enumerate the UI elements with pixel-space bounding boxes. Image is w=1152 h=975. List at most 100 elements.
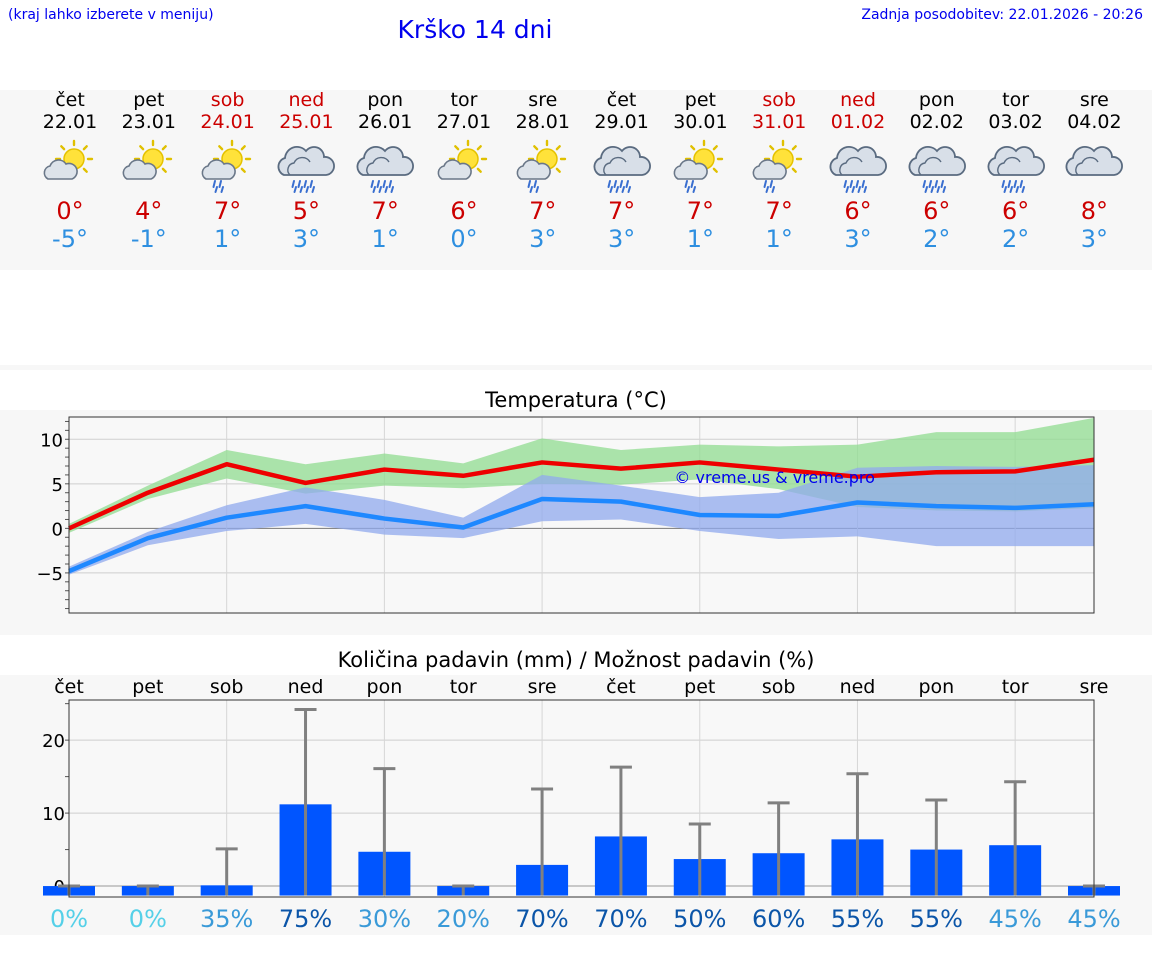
- y-tick-label: 10: [42, 804, 65, 825]
- sun-cloud-icon: [109, 133, 189, 197]
- day-date: 23.01: [121, 111, 176, 133]
- day-date: 22.01: [42, 111, 98, 133]
- max-temp: 7°: [529, 197, 557, 225]
- day-column: pon 02.02 6° 2°: [897, 89, 977, 253]
- min-temp: 3°: [607, 225, 636, 253]
- x-category-label: tor: [1002, 676, 1029, 698]
- min-temperature-line: [68, 496, 1095, 574]
- cloud-rain-icon: [818, 133, 898, 197]
- min-temp: 1°: [371, 225, 399, 253]
- min-temp: 0°: [450, 225, 478, 253]
- day-name: sob: [762, 89, 796, 111]
- x-category-label: sre: [1080, 676, 1109, 698]
- day-name: tor: [450, 89, 478, 111]
- cloud-rain-icon: [266, 133, 346, 197]
- day-date: 04.02: [1067, 111, 1122, 133]
- min-temp: 1°: [213, 225, 242, 253]
- day-column: tor 27.01 6° 0°: [424, 89, 504, 253]
- y-tick-label: −5: [36, 564, 63, 585]
- day-column: čet 29.01 7° 3°: [582, 89, 662, 253]
- temperature-plot-frame: [68, 416, 1095, 614]
- day-date: 27.01: [436, 111, 492, 133]
- day-column: čet 22.01 0° -5°: [30, 89, 110, 253]
- day-date: 25.01: [279, 111, 334, 133]
- day-date: 02.02: [909, 111, 964, 133]
- x-category-label: čet: [54, 676, 84, 698]
- sun-rain-icon: [503, 133, 583, 197]
- max-temp: 7°: [213, 197, 242, 225]
- day-date: 31.01: [751, 111, 807, 133]
- y-tick-label: 5: [52, 475, 63, 496]
- precipitation-probability: 45%: [988, 905, 1041, 933]
- sun-cloud-icon: [30, 133, 110, 197]
- min-temp: 3°: [292, 225, 321, 253]
- x-category-label: tor: [450, 676, 477, 698]
- precipitation-probability: 50%: [673, 905, 726, 933]
- precipitation-probability: 70%: [515, 905, 568, 933]
- x-category-label: pon: [367, 676, 403, 698]
- x-category-label: pon: [918, 676, 954, 698]
- min-temp: -5°: [52, 225, 88, 253]
- x-category-label: sre: [528, 676, 557, 698]
- day-name: ned: [840, 89, 876, 111]
- precipitation-chart-title: Količina padavin (mm) / Možnost padavin …: [337, 648, 815, 672]
- max-temp: 4°: [135, 197, 163, 225]
- min-temp: -1°: [130, 225, 167, 253]
- day-column: sre 04.02 8° 3°: [1054, 89, 1134, 253]
- max-temp: 0°: [56, 197, 84, 225]
- day-column: pet 30.01 7° 1°: [660, 89, 740, 253]
- max-temp: 5°: [292, 197, 321, 225]
- x-category-label: ned: [288, 676, 324, 698]
- max-temp: 7°: [765, 197, 793, 225]
- day-name: pet: [684, 89, 716, 111]
- page-title: Krško 14 dni: [397, 15, 553, 44]
- sun-rain-icon: [660, 133, 740, 197]
- watermark: © vreme.us & vreme.pro: [674, 468, 875, 487]
- day-column: ned 01.02 6° 3°: [818, 89, 898, 253]
- temperature-chart-title: Temperatura (°C): [485, 388, 667, 412]
- min-temp: 1°: [765, 225, 793, 253]
- location-hint: (kraj lahko izberete v meniju): [8, 7, 214, 23]
- daily-forecast-panel: [0, 90, 1152, 270]
- day-name: tor: [1002, 89, 1030, 111]
- divider: [0, 365, 1152, 370]
- precipitation-probability: 20%: [437, 905, 490, 933]
- min-temp: 1°: [686, 225, 715, 253]
- day-column: sob 24.01 7° 1°: [188, 89, 268, 253]
- day-name: sob: [210, 89, 245, 111]
- day-name: čet: [606, 89, 637, 111]
- precipitation-probability: 0%: [50, 905, 88, 933]
- cloud-rain-icon: [976, 133, 1056, 197]
- x-category-label: sob: [762, 676, 796, 698]
- day-column: sre 28.01 7° 3°: [503, 89, 583, 253]
- day-date: 01.02: [830, 111, 886, 133]
- precipitation-probability: 55%: [831, 905, 884, 933]
- sun-rain-icon: [739, 133, 819, 197]
- cloud-rain-icon: [582, 133, 662, 197]
- max-temp: 7°: [371, 197, 399, 225]
- day-column: pon 26.01 7° 1°: [345, 89, 425, 253]
- day-column: pet 23.01 4° -1°: [109, 89, 189, 253]
- y-tick-label: 0: [52, 519, 63, 540]
- precipitation-probability: 70%: [594, 905, 647, 933]
- max-temp: 6°: [844, 197, 872, 225]
- day-date: 03.02: [988, 111, 1043, 133]
- cloud-icon: [1054, 133, 1134, 197]
- last-update: Zadnja posodobitev: 22.01.2026 - 20:26: [861, 7, 1143, 23]
- precipitation-probability: 75%: [279, 905, 332, 933]
- day-name: pon: [367, 89, 404, 111]
- x-category-label: ned: [840, 676, 876, 698]
- max-temp: 6°: [1001, 197, 1030, 225]
- day-name: pon: [918, 89, 955, 111]
- day-date: 24.01: [200, 111, 255, 133]
- min-temp: 3°: [1080, 225, 1109, 253]
- y-tick-label: 20: [42, 731, 65, 752]
- y-tick-label: 10: [40, 430, 63, 451]
- day-name: pet: [133, 89, 165, 111]
- day-date: 30.01: [673, 111, 728, 133]
- precipitation-probability: 30%: [358, 905, 411, 933]
- max-temperature-range-band: [69, 417, 1094, 533]
- min-temperature-range-band: [69, 465, 1094, 575]
- day-column: sob 31.01 7° 1°: [739, 89, 819, 253]
- day-column: tor 03.02 6° 2°: [976, 89, 1056, 253]
